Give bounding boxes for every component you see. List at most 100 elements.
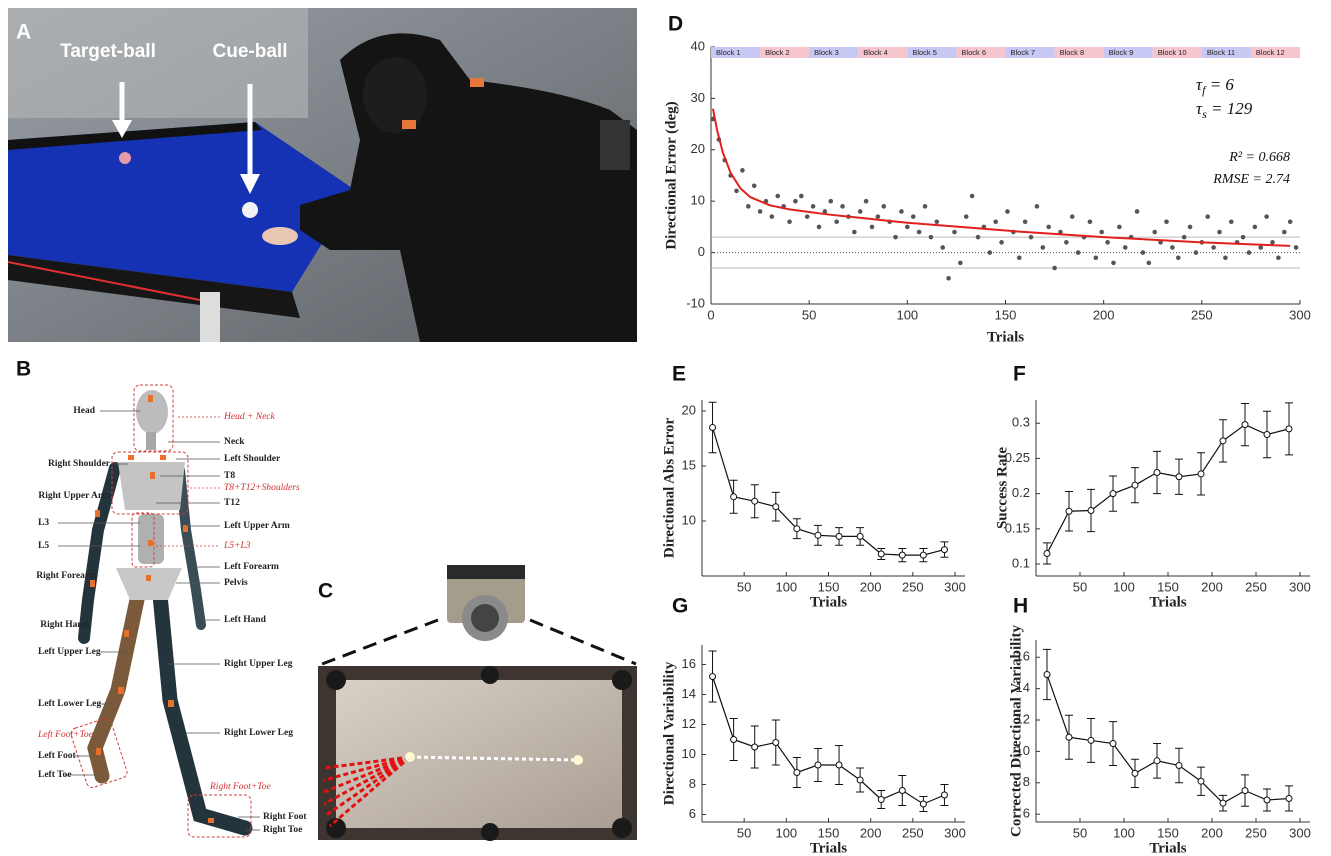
y-axis-label: Success Rate: [994, 447, 1010, 529]
data-point: [1088, 508, 1094, 514]
photo-label: Target-ball: [60, 41, 156, 62]
segment-label: Left Lower Leg: [38, 699, 101, 709]
x-tick-label: 200: [860, 579, 882, 594]
x-tick-label: 200: [1093, 307, 1115, 322]
data-point: [1152, 230, 1157, 235]
data-point: [1217, 230, 1222, 235]
data-point: [799, 194, 804, 199]
data-point: [840, 204, 845, 209]
segment-label: Left Hand: [224, 615, 267, 625]
x-tick-label: 100: [1113, 825, 1135, 840]
data-point: [1070, 214, 1075, 219]
data-point: [870, 225, 875, 230]
segment-label: Head: [73, 406, 95, 416]
figure: Target-ball Cue-ball A B: [0, 0, 1331, 856]
data-point: [1052, 266, 1057, 271]
panel-label: E: [672, 363, 686, 386]
data-point: [1064, 240, 1069, 245]
y-axis-label: Directional Variability: [661, 661, 677, 805]
photo-label: Cue-ball: [213, 41, 288, 62]
data-point: [952, 230, 957, 235]
data-point: [920, 801, 926, 807]
data-point: [1044, 672, 1050, 678]
data-point: [805, 214, 810, 219]
data-point: [1288, 219, 1293, 224]
data-point: [1270, 240, 1275, 245]
x-axis-label: Trials: [810, 594, 847, 610]
data-point: [1017, 255, 1022, 260]
y-axis-label: Directional Error (deg): [663, 101, 679, 249]
segment-label: Left Shoulder: [224, 454, 281, 464]
segment-label: Left Toe: [38, 770, 72, 780]
block-label: Block 5: [912, 48, 937, 57]
y-tick-label: 30: [691, 90, 705, 105]
data-point: [1264, 431, 1270, 437]
block-label: Block 3: [814, 48, 839, 57]
data-point: [876, 214, 881, 219]
x-axis-label: Trials: [1149, 840, 1186, 856]
value: = 129: [1207, 99, 1253, 118]
x-tick-label: 50: [737, 579, 751, 594]
data-point: [1066, 734, 1072, 740]
x-tick-label: 250: [1245, 825, 1267, 840]
data-point: [1223, 255, 1228, 260]
y-tick-label: 40: [691, 38, 705, 53]
x-tick-label: 50: [802, 307, 816, 322]
x-tick-label: 150: [1157, 825, 1179, 840]
data-point: [1123, 245, 1128, 250]
data-point: [1294, 245, 1299, 250]
data-point: [864, 199, 869, 204]
data-point: [1176, 763, 1182, 769]
data-point: [811, 204, 816, 209]
data-point: [836, 533, 842, 539]
y-tick-label: 10: [682, 746, 696, 761]
data-point: [911, 214, 916, 219]
y-tick-label: 12: [682, 716, 696, 731]
data-point: [1220, 800, 1226, 806]
data-point: [1094, 255, 1099, 260]
group-label: Left Foot+Toe: [37, 729, 93, 740]
block-label: Block 6: [961, 48, 986, 57]
data-point: [946, 276, 951, 281]
data-point: [1282, 230, 1287, 235]
data-point: [1276, 255, 1281, 260]
segment-label: Right Toe: [263, 825, 302, 835]
segment-label: Left Upper Arm: [224, 521, 290, 531]
data-point: [1205, 214, 1210, 219]
data-point: [1264, 214, 1269, 219]
data-point: [1041, 245, 1046, 250]
segment-label: Left Forearm: [224, 562, 279, 572]
x-tick-label: 250: [1245, 579, 1267, 594]
data-point: [1194, 250, 1199, 255]
data-point: [794, 526, 800, 532]
panel-label: B: [16, 358, 31, 381]
value: = 6: [1205, 75, 1234, 94]
x-tick-label: 250: [902, 825, 924, 840]
data-point: [1132, 482, 1138, 488]
x-tick-label: 150: [818, 579, 840, 594]
x-tick-label: 50: [1073, 825, 1087, 840]
line: [713, 677, 945, 805]
block-label: Block 4: [863, 48, 888, 57]
data-point: [852, 230, 857, 235]
segment-label: T12: [224, 498, 240, 508]
x-tick-label: 200: [1201, 825, 1223, 840]
group-label: Head + Neck: [223, 412, 276, 422]
panel-label: D: [668, 13, 683, 36]
data-point: [752, 744, 758, 750]
data-point: [993, 219, 998, 224]
block-label: Block 9: [1109, 48, 1134, 57]
data-point: [964, 214, 969, 219]
segment-label: Left Foot: [38, 751, 77, 761]
data-point: [905, 225, 910, 230]
data-point: [1176, 255, 1181, 260]
fit-statistic: RMSE = 2.74: [1212, 172, 1290, 187]
x-tick-label: 200: [860, 825, 882, 840]
data-point: [1198, 778, 1204, 784]
y-tick-label: 20: [691, 141, 705, 156]
x-tick-label: 150: [995, 307, 1017, 322]
data-point: [970, 194, 975, 199]
y-tick-label: 16: [682, 656, 696, 671]
panel-label: F: [1013, 363, 1026, 386]
